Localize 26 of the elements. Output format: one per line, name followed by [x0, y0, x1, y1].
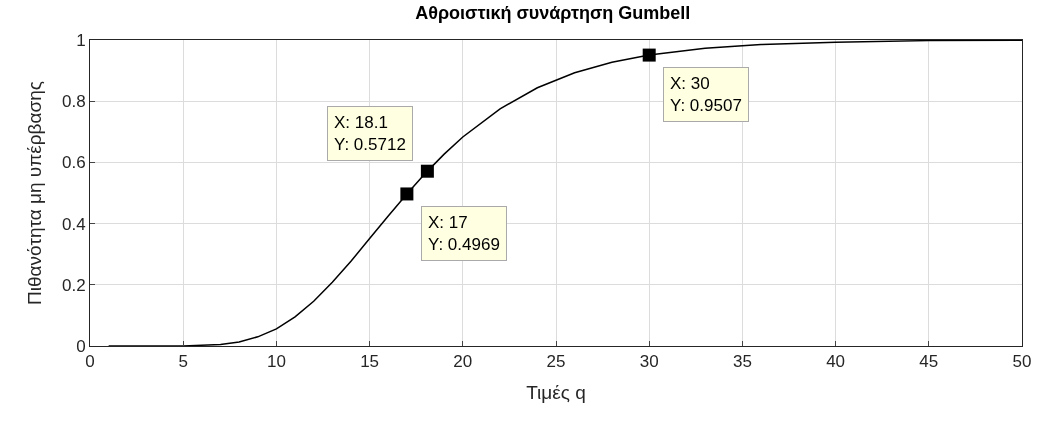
- chart-title: Αθροιστική συνάρτηση Gumbell: [415, 2, 691, 23]
- annotation: X: 30 Y: 0.9507: [670, 74, 742, 116]
- y-tick-label: 0.2: [61, 275, 86, 295]
- y-tick-label: 0: [76, 336, 86, 356]
- x-tick-label: 40: [826, 352, 846, 372]
- x-tick-label: 25: [546, 352, 566, 372]
- annotation: X: 17 Y: 0.4969: [428, 213, 500, 255]
- y-tick-label: 0.4: [61, 214, 86, 234]
- annotation: X: 18.1 Y: 0.5712: [334, 113, 406, 155]
- y-tick-label: 0.8: [61, 92, 86, 112]
- x-tick-label: 35: [732, 352, 752, 372]
- x-tick-label: 50: [1012, 352, 1032, 372]
- x-tick-label: 5: [178, 352, 188, 372]
- y-tick-label: 1: [76, 30, 86, 50]
- point: [400, 187, 414, 201]
- x-tick-label: 10: [266, 352, 286, 372]
- line-series: [107, 40, 1022, 346]
- x-tick-label: 20: [453, 352, 473, 372]
- y-axis-title: Πιθανότητα μη υπέρβασης: [23, 81, 45, 305]
- point: [420, 164, 434, 178]
- point: [642, 48, 656, 62]
- x-tick-label: 15: [360, 352, 380, 372]
- x-tick-label: 30: [639, 352, 659, 372]
- x-axis-title: Τιμές q: [526, 382, 586, 404]
- x-tick-label: 45: [919, 352, 939, 372]
- y-tick-label: 0.6: [61, 153, 86, 173]
